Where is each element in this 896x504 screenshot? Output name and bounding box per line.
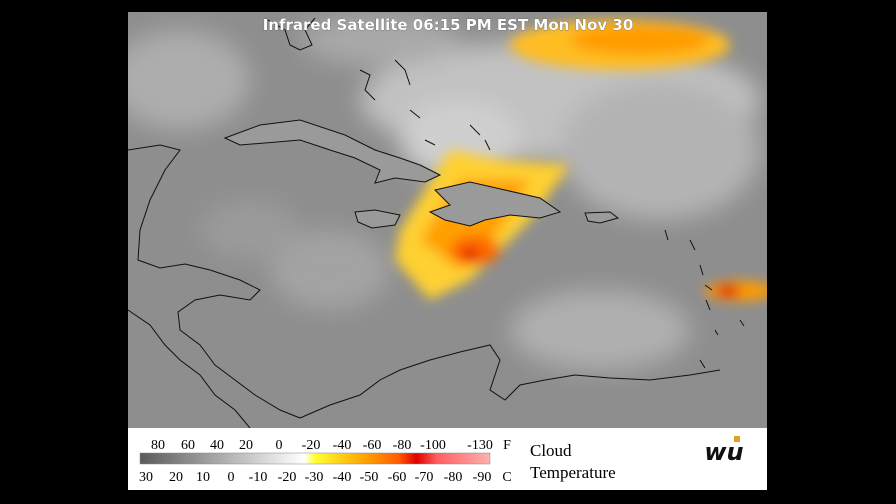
legend-caption: Cloud	[530, 441, 572, 460]
celsius-label: 20	[169, 470, 183, 485]
legend-panel: 80 60 40 20 0 -20 -40 -60 -80 -100 -130 30 20 10 0 -10…	[128, 428, 767, 490]
celsius-label: -60	[388, 470, 407, 485]
logo-text: wu	[704, 438, 743, 466]
celsius-label: -10	[249, 470, 268, 485]
fahrenheit-label: -80	[393, 438, 412, 453]
fahrenheit-label: -40	[333, 438, 352, 453]
celsius-label: -80	[444, 470, 463, 485]
logo-icon	[734, 436, 740, 442]
fahrenheit-label: -130	[467, 438, 493, 453]
legend-caption: Temperature	[530, 463, 616, 482]
fahrenheit-label: 40	[210, 438, 224, 453]
celsius-label: -50	[360, 470, 379, 485]
fahrenheit-unit: F	[503, 438, 511, 453]
celsius-label: -40	[333, 470, 352, 485]
celsius-label: 30	[139, 470, 153, 485]
celsius-label: -90	[473, 470, 492, 485]
fahrenheit-label: -60	[363, 438, 382, 453]
logo: wu	[704, 436, 744, 466]
fahrenheit-label: 80	[151, 438, 165, 453]
fahrenheit-label: 60	[181, 438, 195, 453]
coastlines	[128, 17, 745, 428]
celsius-label: 0	[228, 470, 235, 485]
map-title: Infrared Satellite 06:15 PM EST Mon Nov …	[263, 16, 634, 34]
fahrenheit-label: 0	[276, 438, 283, 453]
fahrenheit-label: 20	[239, 438, 253, 453]
satellite-image: Infrared Satellite 06:15 PM EST Mon Nov …	[128, 12, 767, 428]
color-scale	[139, 452, 491, 465]
fahrenheit-label: -100	[420, 438, 446, 453]
celsius-label: -30	[305, 470, 324, 485]
fahrenheit-label: -20	[302, 438, 321, 453]
celsius-label: 10	[196, 470, 210, 485]
celsius-unit: C	[502, 470, 511, 485]
celsius-label: -20	[278, 470, 297, 485]
celsius-label: -70	[415, 470, 434, 485]
